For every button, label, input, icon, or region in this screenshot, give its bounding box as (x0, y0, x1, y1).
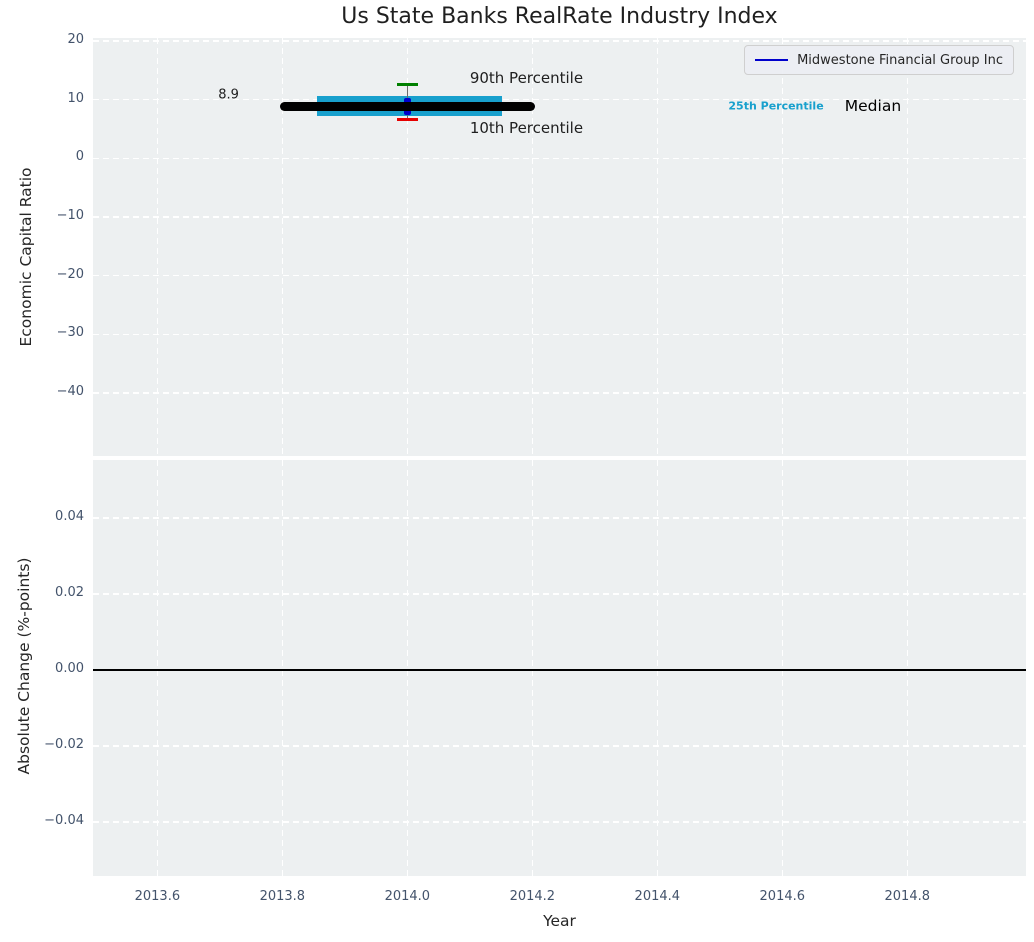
y-tick-label: −10 (56, 208, 84, 224)
v-gridline (156, 460, 159, 876)
x-axis-label: Year (543, 912, 576, 930)
y-tick-label: −20 (56, 266, 84, 282)
v-gridline (656, 38, 658, 456)
y-tick-label: 0 (75, 149, 84, 165)
median-label: Median (844, 97, 902, 116)
v-gridline (781, 460, 783, 876)
x-tick-label: 2013.6 (134, 889, 181, 904)
y-tick-label: 0.02 (55, 585, 84, 601)
h-gridline (93, 216, 1026, 218)
v-gridline (281, 460, 284, 876)
v-gridline (656, 460, 658, 876)
h-gridline (93, 593, 1026, 595)
errorbar-cap-top (396, 82, 418, 86)
legend-line-sample-icon (755, 58, 789, 62)
x-tick-label: 2014.4 (634, 889, 681, 904)
h-gridline (93, 821, 1026, 823)
v-gridline (906, 38, 908, 456)
v-gridline (281, 38, 284, 456)
h-gridline (93, 333, 1026, 336)
v-gridline (906, 460, 908, 876)
p90-label: 90th Percentile (469, 68, 584, 87)
h-gridline (93, 98, 1026, 101)
zero-line (93, 669, 1026, 672)
h-gridline (93, 40, 1026, 42)
y-tick-label: 0.00 (55, 661, 84, 677)
y-tick-label: 0.04 (55, 509, 84, 525)
y-tick-label: −40 (56, 384, 84, 400)
x-tick-label: 2014.0 (384, 889, 431, 904)
median-line (280, 101, 536, 111)
v-gridline (781, 38, 783, 456)
p10-label: 10th Percentile (469, 119, 584, 138)
v-gridline (531, 460, 533, 876)
axes-top: 8.9 90th Percentile 10th Percentile 25th Pe… (93, 38, 1026, 456)
y-tick-label: −30 (56, 325, 84, 341)
h-gridline (93, 157, 1026, 160)
company-value-label: 8.9 (218, 87, 239, 103)
y-tick-label: 20 (67, 31, 84, 47)
chart-title: Us State Banks RealRate Industry Index (341, 4, 778, 29)
y-tick-label: −0.02 (44, 737, 84, 753)
x-tick-label: 2014.8 (884, 889, 931, 904)
v-gridline (156, 38, 159, 456)
x-tick-label: 2014.2 (509, 889, 556, 904)
h-gridline (93, 392, 1026, 394)
x-tick-label: 2013.8 (259, 889, 306, 904)
v-gridline (406, 460, 409, 876)
v-gridline (406, 38, 409, 456)
y-tick-label: −0.04 (44, 813, 84, 829)
axes-bottom (93, 460, 1026, 876)
h-gridline (93, 275, 1026, 277)
p25-label: 25th Percentile (728, 99, 824, 113)
y-axis-label-top: Economic Capital Ratio (17, 167, 35, 347)
legend: Midwestone Financial Group Inc (744, 45, 1014, 75)
legend-label: Midwestone Financial Group Inc (797, 52, 1003, 68)
errorbar-cap-bottom (396, 117, 418, 121)
v-gridline (531, 38, 533, 456)
h-gridline (93, 517, 1026, 519)
y-tick-label: 10 (67, 90, 84, 106)
x-tick-label: 2014.6 (759, 889, 806, 904)
h-gridline (93, 745, 1026, 747)
